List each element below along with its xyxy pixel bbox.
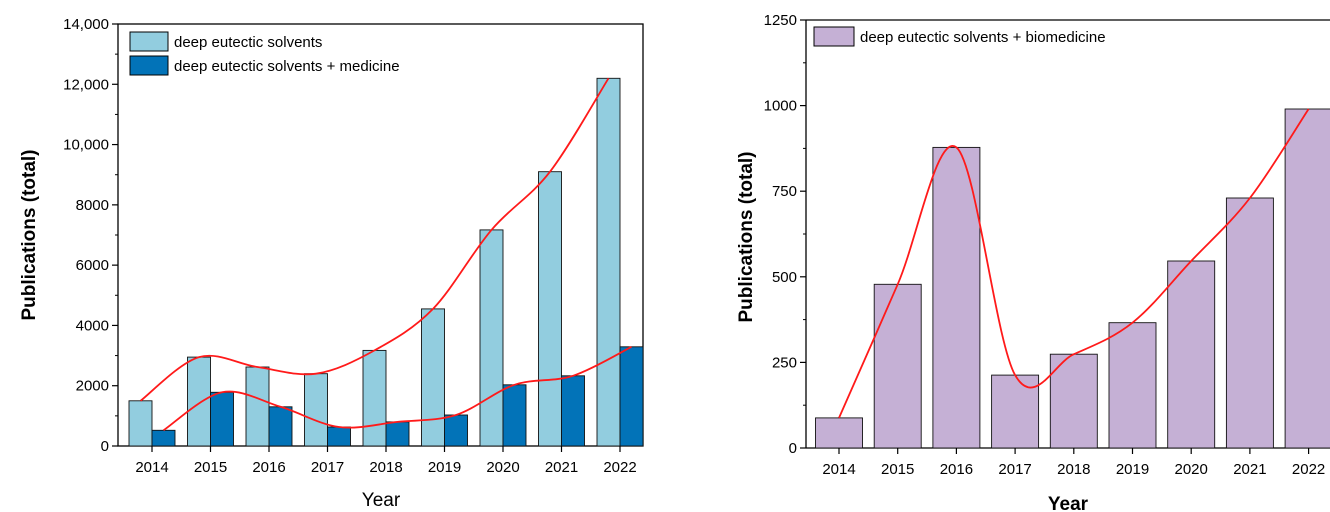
bar-1-2021: [1225, 197, 1274, 449]
y-tick-label: 6000: [76, 257, 109, 274]
bars: [128, 77, 644, 447]
bar-2-2014: [151, 429, 176, 447]
bar-2-2018: [385, 421, 410, 447]
legend-label-series-1: deep eutectic solvents: [174, 34, 322, 51]
bar-1-2015: [873, 283, 922, 449]
x-tick-label: 2015: [881, 461, 914, 478]
legend-label-series-2: deep eutectic solvents + medicine: [174, 58, 400, 75]
y-tick-label: 4000: [76, 317, 109, 334]
legend-swatch-series-1: [129, 31, 169, 52]
x-tick-label: 2014: [822, 461, 855, 478]
y-tick-label: 1250: [764, 12, 797, 29]
x-tick-label: 2019: [1116, 461, 1149, 478]
trend-lines: [139, 77, 632, 432]
y-tick-label: 500: [772, 269, 797, 286]
bar-1-2019: [1108, 322, 1157, 449]
bar-1-2017: [304, 373, 328, 447]
y-tick-label: 8000: [76, 197, 109, 214]
y-axis-title: Publications (total): [736, 152, 757, 323]
y-tick-label: 1000: [764, 98, 797, 115]
bar-2-2016: [268, 406, 293, 447]
bars: [815, 108, 1330, 449]
y-tick-label: 750: [772, 183, 797, 200]
x-tick-label: 2022: [603, 459, 636, 476]
bar-2-2021: [561, 375, 585, 447]
x-tick-label: 2017: [998, 461, 1031, 478]
y-tick-label: 0: [101, 438, 109, 455]
x-axis-title: Year: [362, 490, 401, 511]
x-tick-label: 2017: [311, 459, 344, 476]
x-tick-label: 2020: [1175, 461, 1208, 478]
y-tick-label: 2000: [76, 378, 109, 395]
bar-2-2015: [210, 391, 234, 447]
y-axis: 0 2000 4000 6000 8000 10,000 12,000 14,000: [63, 16, 118, 455]
y-tick-label: 12,000: [63, 76, 109, 93]
bar-2-2020: [502, 384, 527, 447]
y-axis: 0 250 500 750 1000 1250: [764, 12, 806, 457]
x-tick-label: 2014: [135, 459, 168, 476]
bar-1-2021: [538, 171, 562, 447]
bar-1-2022: [1284, 108, 1330, 449]
legend-swatch-series-2: [129, 55, 169, 76]
bar-2-2022: [619, 346, 644, 447]
x-axis-title: Year: [1048, 494, 1089, 512]
x-tick-label: 2018: [369, 459, 402, 476]
trend-lines: [838, 108, 1310, 419]
trend-line-series-1: [139, 77, 610, 402]
x-tick-label: 2021: [545, 459, 578, 476]
legend-label-series-1: deep eutectic solvents + biomedicine: [860, 29, 1106, 46]
bar-1-2014: [815, 417, 863, 449]
bar-1-2017: [991, 374, 1040, 449]
x-tick-label: 2015: [194, 459, 227, 476]
bar-1-2020: [1167, 260, 1216, 449]
y-tick-label: 14,000: [63, 16, 109, 33]
y-tick-label: 10,000: [63, 137, 109, 154]
y-axis-title: Publications (total): [19, 150, 40, 321]
bar-1-2016: [932, 146, 981, 449]
trend-line-series-1: [838, 108, 1310, 419]
legend: deep eutectic solvents + biomedicine: [813, 26, 1106, 47]
legend: deep eutectic solvents deep eutectic sol…: [129, 31, 400, 76]
x-tick-label: 2020: [486, 459, 519, 476]
x-tick-label: 2016: [252, 459, 285, 476]
y-tick-label: 0: [789, 440, 797, 457]
x-axis: 2014 2015 2016 2017 2018 2019 2020 2021 2022: [822, 448, 1325, 478]
bar-2-2019: [444, 414, 468, 447]
y-tick-label: 250: [772, 354, 797, 371]
chart-publications-medicine: 0 2000 4000 6000 8000 10,000 12,000 14,000 2014…: [19, 16, 644, 511]
x-tick-label: 2019: [428, 459, 461, 476]
x-axis: 2014 2015 2016 2017 2018 2019 2020 2021 2022: [135, 446, 637, 476]
x-tick-label: 2018: [1057, 461, 1090, 478]
x-tick-label: 2022: [1292, 461, 1325, 478]
trend-line-series-2: [163, 345, 632, 432]
legend-swatch-series-1: [813, 26, 855, 47]
bar-1-2016: [245, 366, 270, 447]
bar-2-2017: [327, 426, 351, 447]
bar-1-2014: [128, 400, 153, 447]
x-tick-label: 2021: [1233, 461, 1266, 478]
bar-1-2020: [479, 229, 504, 447]
bar-1-2018: [362, 349, 387, 447]
bar-1-2022: [596, 77, 621, 447]
x-tick-label: 2016: [940, 461, 973, 478]
bar-1-2019: [421, 308, 445, 447]
bar-1-2015: [187, 356, 211, 447]
